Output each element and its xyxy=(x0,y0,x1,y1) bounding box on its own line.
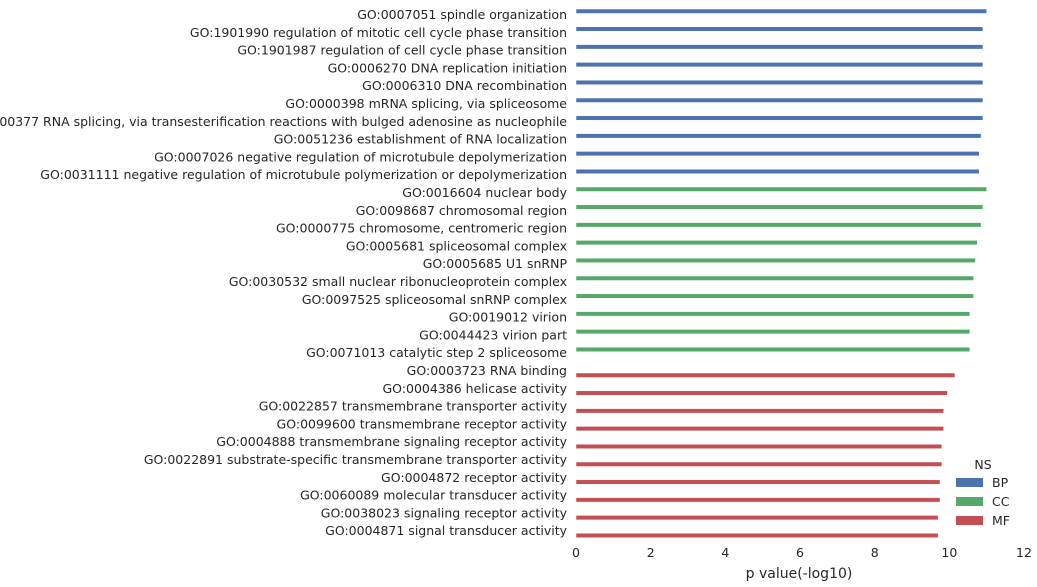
category-label: GO:0004871 signal transducer activity xyxy=(325,523,567,538)
category-label: GO:0004888 transmembrane signaling recep… xyxy=(216,434,567,449)
bar-bp xyxy=(575,62,984,68)
category-label: GO:0051236 establishment of RNA localiza… xyxy=(274,132,567,147)
bar-bp xyxy=(575,133,982,139)
bar-mf xyxy=(575,515,939,521)
category-label: GO:0006310 DNA recombination xyxy=(362,78,567,93)
bar-cc xyxy=(575,222,982,228)
bar-bp xyxy=(575,115,984,121)
category-label: GO:0007051 spindle organization xyxy=(357,7,567,22)
category-label: GO:1901990 regulation of mitotic cell cy… xyxy=(190,25,567,40)
category-label: GO:0007026 negative regulation of microt… xyxy=(154,149,567,164)
category-label: GO:0071013 catalytic step 2 spliceosome xyxy=(306,345,567,360)
bar-cc xyxy=(575,346,971,352)
category-label: GO:0005685 U1 snRNP xyxy=(423,256,568,271)
bar-mf xyxy=(575,479,941,485)
category-label: GO:0097525 spliceosomal snRNP complex xyxy=(302,292,567,307)
bar-mf xyxy=(575,497,941,503)
x-axis-label: p value(-log10) xyxy=(746,566,853,582)
category-label: GO:0000377 RNA splicing, via transesteri… xyxy=(0,114,567,129)
category-label: GO:0003723 RNA binding xyxy=(407,363,567,378)
category-label: GO:1901987 regulation of cell cycle phas… xyxy=(237,43,567,58)
bar-bp xyxy=(575,26,984,32)
bar-cc xyxy=(575,293,974,299)
x-tick-label: 10 xyxy=(941,545,957,560)
legend-swatch-bp xyxy=(956,478,983,487)
legend-label-bp: BP xyxy=(992,475,1009,490)
category-label: GO:0004872 receptor activity xyxy=(381,470,568,485)
bar-cc xyxy=(575,240,978,246)
x-tick-label: 4 xyxy=(721,545,729,560)
x-tick-label: 8 xyxy=(871,545,879,560)
bar-mf xyxy=(575,390,948,396)
bar-bp xyxy=(575,44,984,50)
x-tick-label: 0 xyxy=(572,545,580,560)
bar-cc xyxy=(575,275,974,281)
bar-cc xyxy=(575,257,976,263)
legend-swatch-mf xyxy=(956,516,983,525)
category-label: GO:0000775 chromosome, centromeric regio… xyxy=(276,221,567,236)
bar-bp xyxy=(575,97,984,103)
category-label: GO:0030532 small nuclear ribonucleoprote… xyxy=(229,274,567,289)
x-tick-label: 2 xyxy=(647,545,655,560)
legend-swatch-cc xyxy=(956,497,983,506)
category-label: GO:0060089 molecular transducer activity xyxy=(300,488,568,503)
category-label: GO:0019012 virion xyxy=(449,310,567,325)
category-label: GO:0006270 DNA replication initiation xyxy=(328,60,567,75)
category-labels: GO:0007051 spindle organization GO:190199… xyxy=(0,7,568,538)
category-label: GO:0044423 virion part xyxy=(419,327,567,342)
bar-cc xyxy=(575,311,971,317)
bar-cc xyxy=(575,329,971,335)
category-label: GO:0005681 spliceosomal complex xyxy=(346,238,567,253)
category-label: GO:0099600 transmembrane receptor activi… xyxy=(277,416,568,431)
category-label: GO:0022857 transmembrane transporter act… xyxy=(259,399,568,414)
bar-cc xyxy=(575,204,984,210)
category-label: GO:0098687 chromosomal region xyxy=(356,203,567,218)
bar-bp xyxy=(575,151,980,157)
bar-bp xyxy=(575,8,987,14)
category-label: GO:0000398 mRNA splicing, via spliceosom… xyxy=(285,96,567,111)
category-label: GO:0016604 nuclear body xyxy=(402,185,567,200)
category-label: GO:0004386 helicase activity xyxy=(382,381,567,396)
bar-bp xyxy=(575,168,980,174)
bar-mf xyxy=(575,461,943,467)
category-label: GO:0031111 negative regulation of microt… xyxy=(40,167,567,182)
bar-mf xyxy=(575,443,943,449)
bar-mf xyxy=(575,408,944,414)
legend-title: NS xyxy=(974,457,991,472)
bar-mf xyxy=(575,532,939,538)
x-tick-label: 6 xyxy=(796,545,804,560)
legend: NS BP CC MF xyxy=(956,457,1010,528)
bar-mf xyxy=(575,372,956,378)
category-label: GO:0022891 substrate-specific transmembr… xyxy=(144,452,568,467)
bar-mf xyxy=(575,426,944,432)
x-axis: 0 2 4 6 8 10 12 xyxy=(572,545,1032,560)
legend-label-mf: MF xyxy=(992,513,1010,528)
legend-label-cc: CC xyxy=(992,494,1010,509)
bars-layer xyxy=(575,8,987,538)
x-tick-label: 12 xyxy=(1016,545,1032,560)
bar-bp xyxy=(575,79,984,85)
category-label: GO:0038023 signaling receptor activity xyxy=(321,505,568,520)
bar-cc xyxy=(575,186,987,192)
